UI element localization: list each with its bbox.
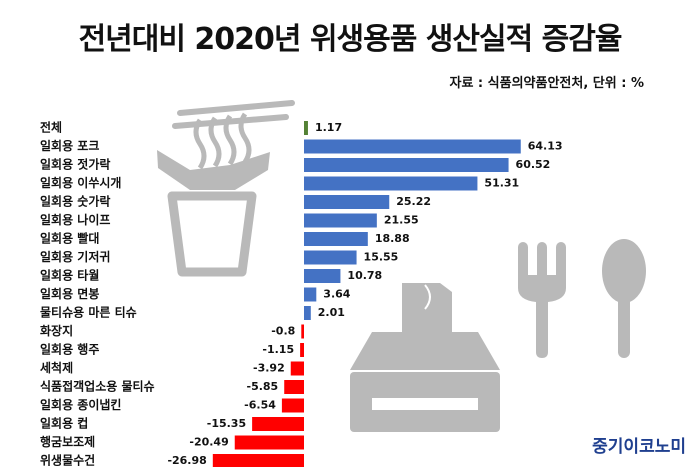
bar (304, 306, 311, 320)
brand-logo: 중기이코노미 (592, 437, 686, 457)
value-label: 25.22 (396, 195, 431, 208)
fork-icon (518, 242, 566, 358)
bar (304, 176, 478, 191)
value-label: -0.8 (271, 325, 295, 338)
value-label: -1.15 (262, 343, 294, 356)
bar (304, 232, 368, 246)
category-label: 일회용 타월 (40, 268, 99, 283)
value-label: 10.78 (347, 269, 382, 282)
chart-title: 전년대비 2020년 위생용품 생산실적 증감율 (78, 22, 623, 57)
value-label: -15.35 (207, 417, 246, 430)
bar (304, 139, 521, 154)
bar (304, 158, 509, 172)
category-label: 일회용 나이프 (40, 212, 110, 227)
bar (284, 380, 304, 394)
spoon-icon (602, 239, 646, 358)
category-label: 일회용 젓가락 (40, 157, 110, 172)
value-label: 64.13 (528, 140, 563, 153)
bar (304, 213, 377, 228)
category-label: 전체 (40, 120, 62, 135)
value-label: 2.01 (318, 306, 345, 319)
value-label: -20.49 (189, 436, 228, 449)
value-label: -5.85 (247, 380, 279, 393)
category-label: 식품접객업소용 물티슈 (40, 379, 155, 394)
value-label: 1.17 (315, 121, 342, 134)
category-label: 일회용 컵 (40, 416, 88, 431)
bar (212, 454, 304, 467)
category-label: 화장지 (40, 323, 73, 338)
category-label: 세척제 (40, 360, 73, 375)
category-label: 일회용 행주 (40, 342, 99, 357)
value-label: 60.52 (516, 158, 551, 171)
value-label: 21.55 (384, 214, 419, 227)
value-label: 3.64 (323, 288, 350, 301)
category-label: 일회용 기저귀 (40, 249, 110, 264)
bar (234, 435, 304, 450)
tissue-box-icon (350, 283, 500, 432)
source-note: 자료 : 식품의약품안전처, 단위 : % (449, 76, 644, 91)
bar (300, 343, 304, 357)
bar (252, 417, 304, 431)
category-label: 일회용 숫가락 (40, 194, 110, 209)
bar (304, 269, 341, 283)
bar (304, 121, 308, 135)
noodle-box-icon (157, 100, 295, 277)
bar (304, 250, 357, 265)
category-label: 일회용 이쑤시개 (40, 175, 121, 190)
value-label: 51.31 (484, 177, 519, 190)
value-label: -6.54 (244, 399, 276, 412)
category-label: 일회용 빨대 (40, 231, 99, 246)
category-label: 일회용 면봉 (40, 286, 99, 301)
value-label: 18.88 (375, 232, 410, 245)
value-label: 15.55 (364, 251, 399, 264)
bar (304, 287, 317, 302)
category-label: 위생물수건 (40, 453, 95, 467)
value-label: -3.92 (253, 362, 285, 375)
value-label: -26.98 (167, 454, 206, 467)
bar (304, 195, 390, 209)
bar (281, 398, 304, 413)
category-label: 일회용 포크 (40, 138, 99, 153)
category-label: 일회용 종이냅킨 (40, 397, 121, 412)
category-label: 물티슈용 마른 티슈 (40, 305, 137, 320)
bar (301, 324, 304, 339)
category-label: 행굼보조제 (40, 434, 95, 449)
bar (290, 361, 304, 376)
